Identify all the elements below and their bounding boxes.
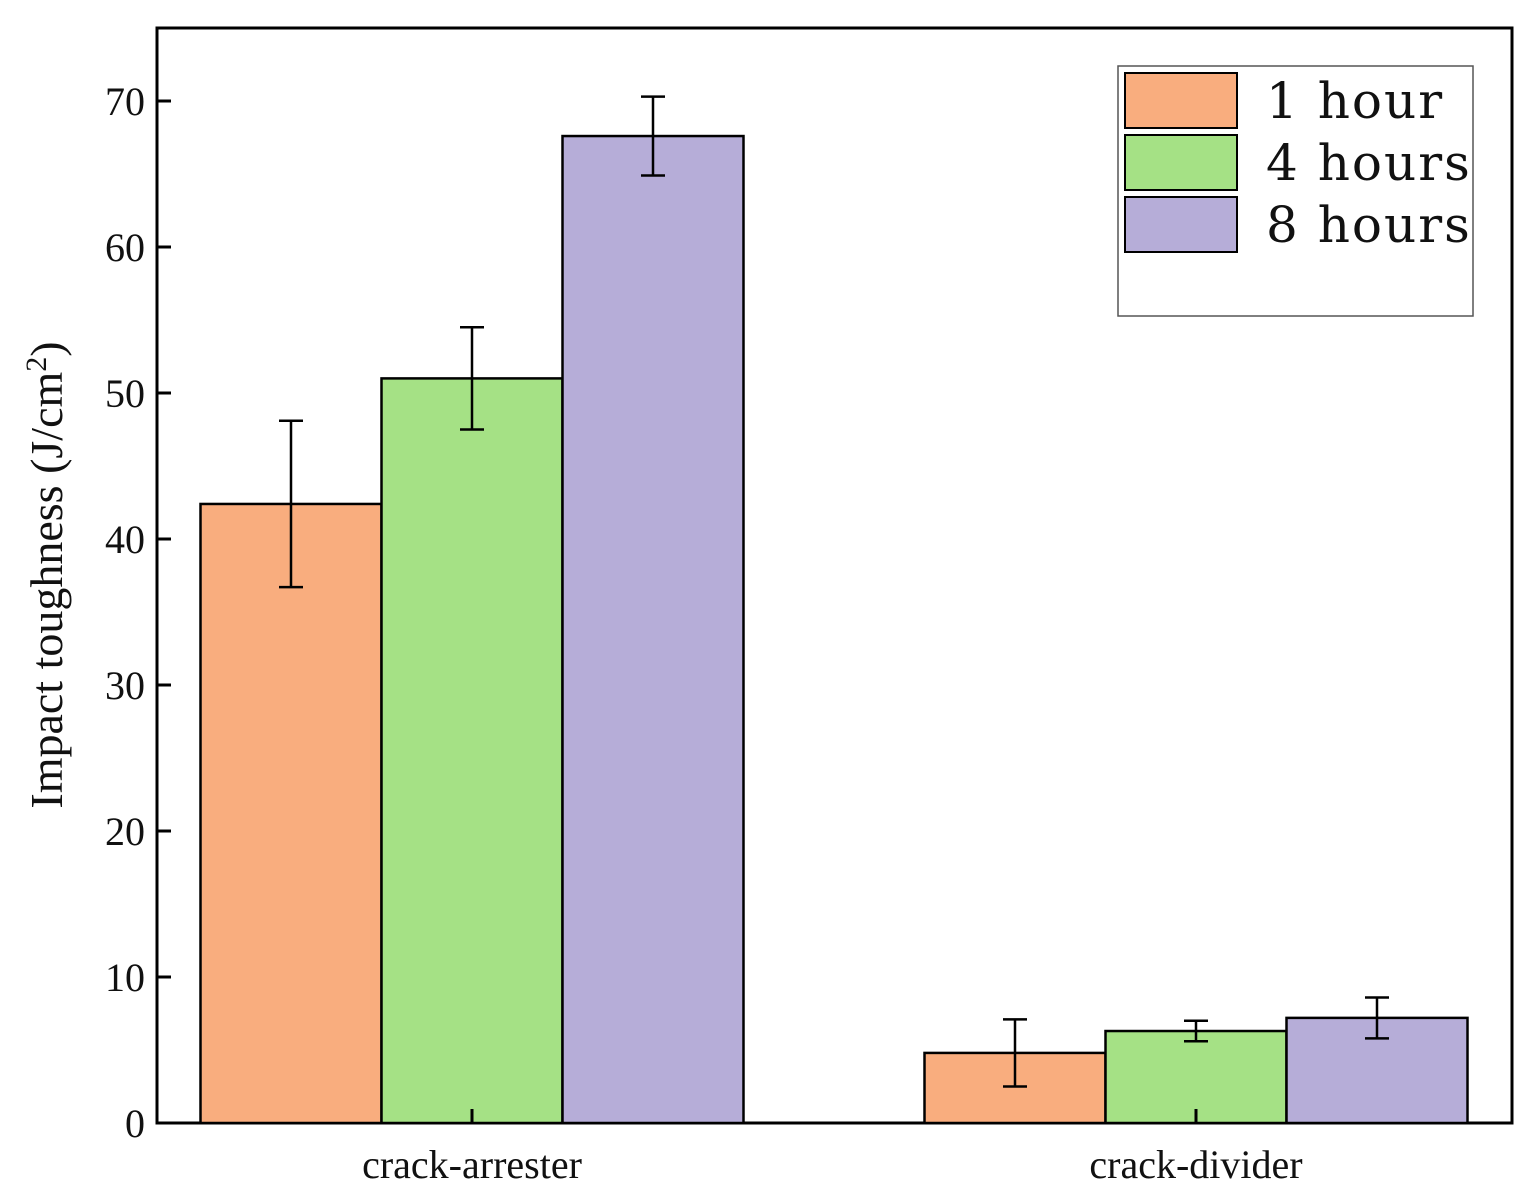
y-tick-label: 60	[105, 225, 145, 270]
legend-label: 8 hours	[1266, 196, 1472, 254]
x-category-label: crack-divider	[1089, 1142, 1302, 1187]
y-axis-title-close: )	[21, 341, 72, 356]
legend-label: 1 hour	[1266, 72, 1444, 130]
x-axis: crack-arrester crack-divider	[362, 1109, 1303, 1187]
legend-label: 4 hours	[1266, 134, 1472, 192]
y-tick-label: 70	[105, 79, 145, 124]
bar	[199, 502, 383, 1125]
y-tick-label: 30	[105, 663, 145, 708]
legend-swatch	[1124, 196, 1238, 253]
plot-frame	[155, 26, 1514, 1125]
y-tick-label: 40	[105, 517, 145, 562]
x-category-label: crack-arrester	[362, 1142, 582, 1187]
y-tick-label: 10	[105, 955, 145, 1000]
y-axis-title-superscript: 2	[20, 357, 53, 372]
bar	[380, 377, 564, 1125]
y-tick-label: 0	[125, 1101, 145, 1146]
y-tick-label: 20	[105, 809, 145, 854]
legend-swatch	[1124, 134, 1238, 191]
y-axis-title-main: Impact toughness (J/cm	[21, 371, 72, 808]
y-axis: 0 10 20 30 40 50 60 70	[105, 79, 171, 1146]
y-axis-title: Impact toughness (J/cm2)	[20, 341, 72, 808]
y-tick-label: 50	[105, 371, 145, 416]
bar	[561, 134, 745, 1125]
legend-swatch	[1124, 72, 1238, 129]
error-bars-group	[279, 95, 1389, 1088]
